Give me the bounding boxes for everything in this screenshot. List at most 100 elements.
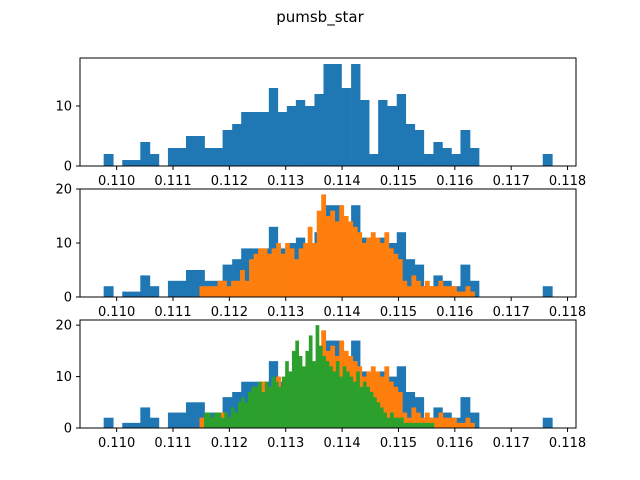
histogram-bar	[456, 291, 462, 297]
histogram-bar	[295, 340, 299, 428]
x-tick-label: 0.110	[98, 305, 135, 320]
histogram-bar	[386, 417, 391, 428]
x-tick-label: 0.117	[493, 174, 530, 189]
histogram-panel-2: 0.110 0.111 0.112 0.113 0.114 0.115 0.116 0.117…	[55, 183, 586, 321]
histogram-bar	[244, 280, 250, 297]
histogram-bar	[251, 386, 256, 428]
histogram-bar	[461, 291, 466, 297]
histogram-bar	[185, 136, 196, 166]
histogram-bar	[332, 371, 337, 428]
series-3-bars	[204, 325, 435, 428]
histogram-bar	[213, 148, 223, 166]
histogram-bar	[334, 221, 340, 297]
histogram-bar	[268, 88, 279, 166]
x-tick-label: 0.113	[267, 305, 304, 320]
histogram-bar	[447, 417, 453, 428]
histogram-bar	[339, 376, 343, 428]
histogram-bar	[199, 286, 205, 297]
histogram-bar	[470, 148, 480, 166]
histogram-bar	[349, 376, 354, 428]
histogram-bar	[470, 291, 475, 297]
histogram-bar	[222, 130, 233, 166]
histogram-bar	[433, 286, 439, 297]
histogram-bar	[378, 100, 388, 166]
x-tick-label: 0.115	[380, 174, 417, 189]
histogram-bar	[542, 154, 553, 166]
histogram-bar	[103, 417, 114, 428]
x-tick-label: 0.114	[323, 436, 360, 451]
histogram-bar	[208, 286, 214, 297]
histogram-bar	[343, 216, 349, 297]
histogram-bar	[413, 422, 418, 428]
histogram-bar	[195, 402, 205, 428]
histogram-bar	[325, 216, 331, 297]
histogram-bar	[402, 412, 408, 428]
histogram-bar	[122, 422, 132, 428]
histogram-bar	[375, 371, 381, 428]
histogram-bar	[241, 397, 245, 428]
histogram-bar	[226, 286, 232, 297]
histogram-bar	[259, 112, 270, 166]
histogram-bar	[140, 142, 151, 166]
histogram-bar	[460, 397, 471, 428]
histogram-bar	[383, 412, 387, 428]
x-tick-label: 0.116	[436, 305, 473, 320]
histogram-bar	[542, 417, 553, 428]
histogram-bar	[213, 286, 218, 297]
histogram-bar	[397, 392, 403, 428]
histogram-bar	[329, 366, 333, 428]
histogram-bar	[271, 248, 277, 297]
histogram-bar	[325, 361, 330, 428]
histogram-bar	[232, 392, 242, 428]
histogram-bar	[402, 280, 408, 297]
histogram-bar	[370, 232, 376, 297]
histogram-bar	[312, 243, 318, 297]
histogram-bar	[267, 253, 272, 297]
histogram-bar	[210, 417, 215, 428]
series-1-bars	[103, 64, 553, 166]
histogram-bar	[461, 422, 466, 428]
x-tick-label: 0.111	[154, 305, 191, 320]
histogram-bar	[227, 417, 232, 428]
x-tick-label: 0.111	[154, 174, 191, 189]
histogram-bar	[451, 154, 461, 166]
histogram-bar	[286, 106, 297, 166]
histogram-bar	[303, 243, 309, 297]
x-tick-label: 0.115	[380, 436, 417, 451]
histogram-bar	[359, 386, 364, 428]
histogram-bar	[321, 194, 327, 297]
histogram-bar	[452, 417, 457, 428]
x-tick-label: 0.115	[380, 305, 417, 320]
histogram-bar	[217, 412, 222, 428]
histogram-bar	[315, 325, 320, 428]
histogram-bar	[400, 417, 404, 428]
histogram-bar	[351, 64, 361, 166]
histogram-bar	[131, 160, 141, 166]
histogram-bar	[379, 376, 385, 428]
histogram-bar	[241, 248, 251, 297]
histogram-bar	[285, 361, 289, 428]
histogram-bar	[195, 136, 205, 166]
histogram-bar	[366, 386, 371, 428]
histogram-bar	[430, 422, 435, 428]
histogram-bar	[304, 106, 315, 166]
x-tick-label: 0.116	[436, 174, 473, 189]
histogram-bar	[420, 286, 426, 297]
histogram-bar	[149, 286, 160, 297]
x-tick-label: 0.118	[549, 305, 586, 320]
histogram-bar	[335, 361, 340, 428]
histogram-bar	[237, 402, 242, 428]
histogram-bar	[241, 112, 251, 166]
x-tick-label: 0.110	[98, 174, 135, 189]
histogram-bar	[294, 259, 299, 297]
histogram-bar	[261, 392, 266, 428]
figure-title: pumsb_star	[276, 8, 364, 27]
histogram-bar	[411, 275, 417, 297]
axes-frame	[79, 319, 577, 429]
histogram-bar	[438, 412, 444, 428]
histogram-bar	[271, 376, 276, 428]
histogram-bar	[277, 112, 288, 166]
histogram-bar	[356, 371, 360, 428]
histogram-bar	[312, 361, 316, 428]
x-tick-label: 0.113	[267, 436, 304, 451]
